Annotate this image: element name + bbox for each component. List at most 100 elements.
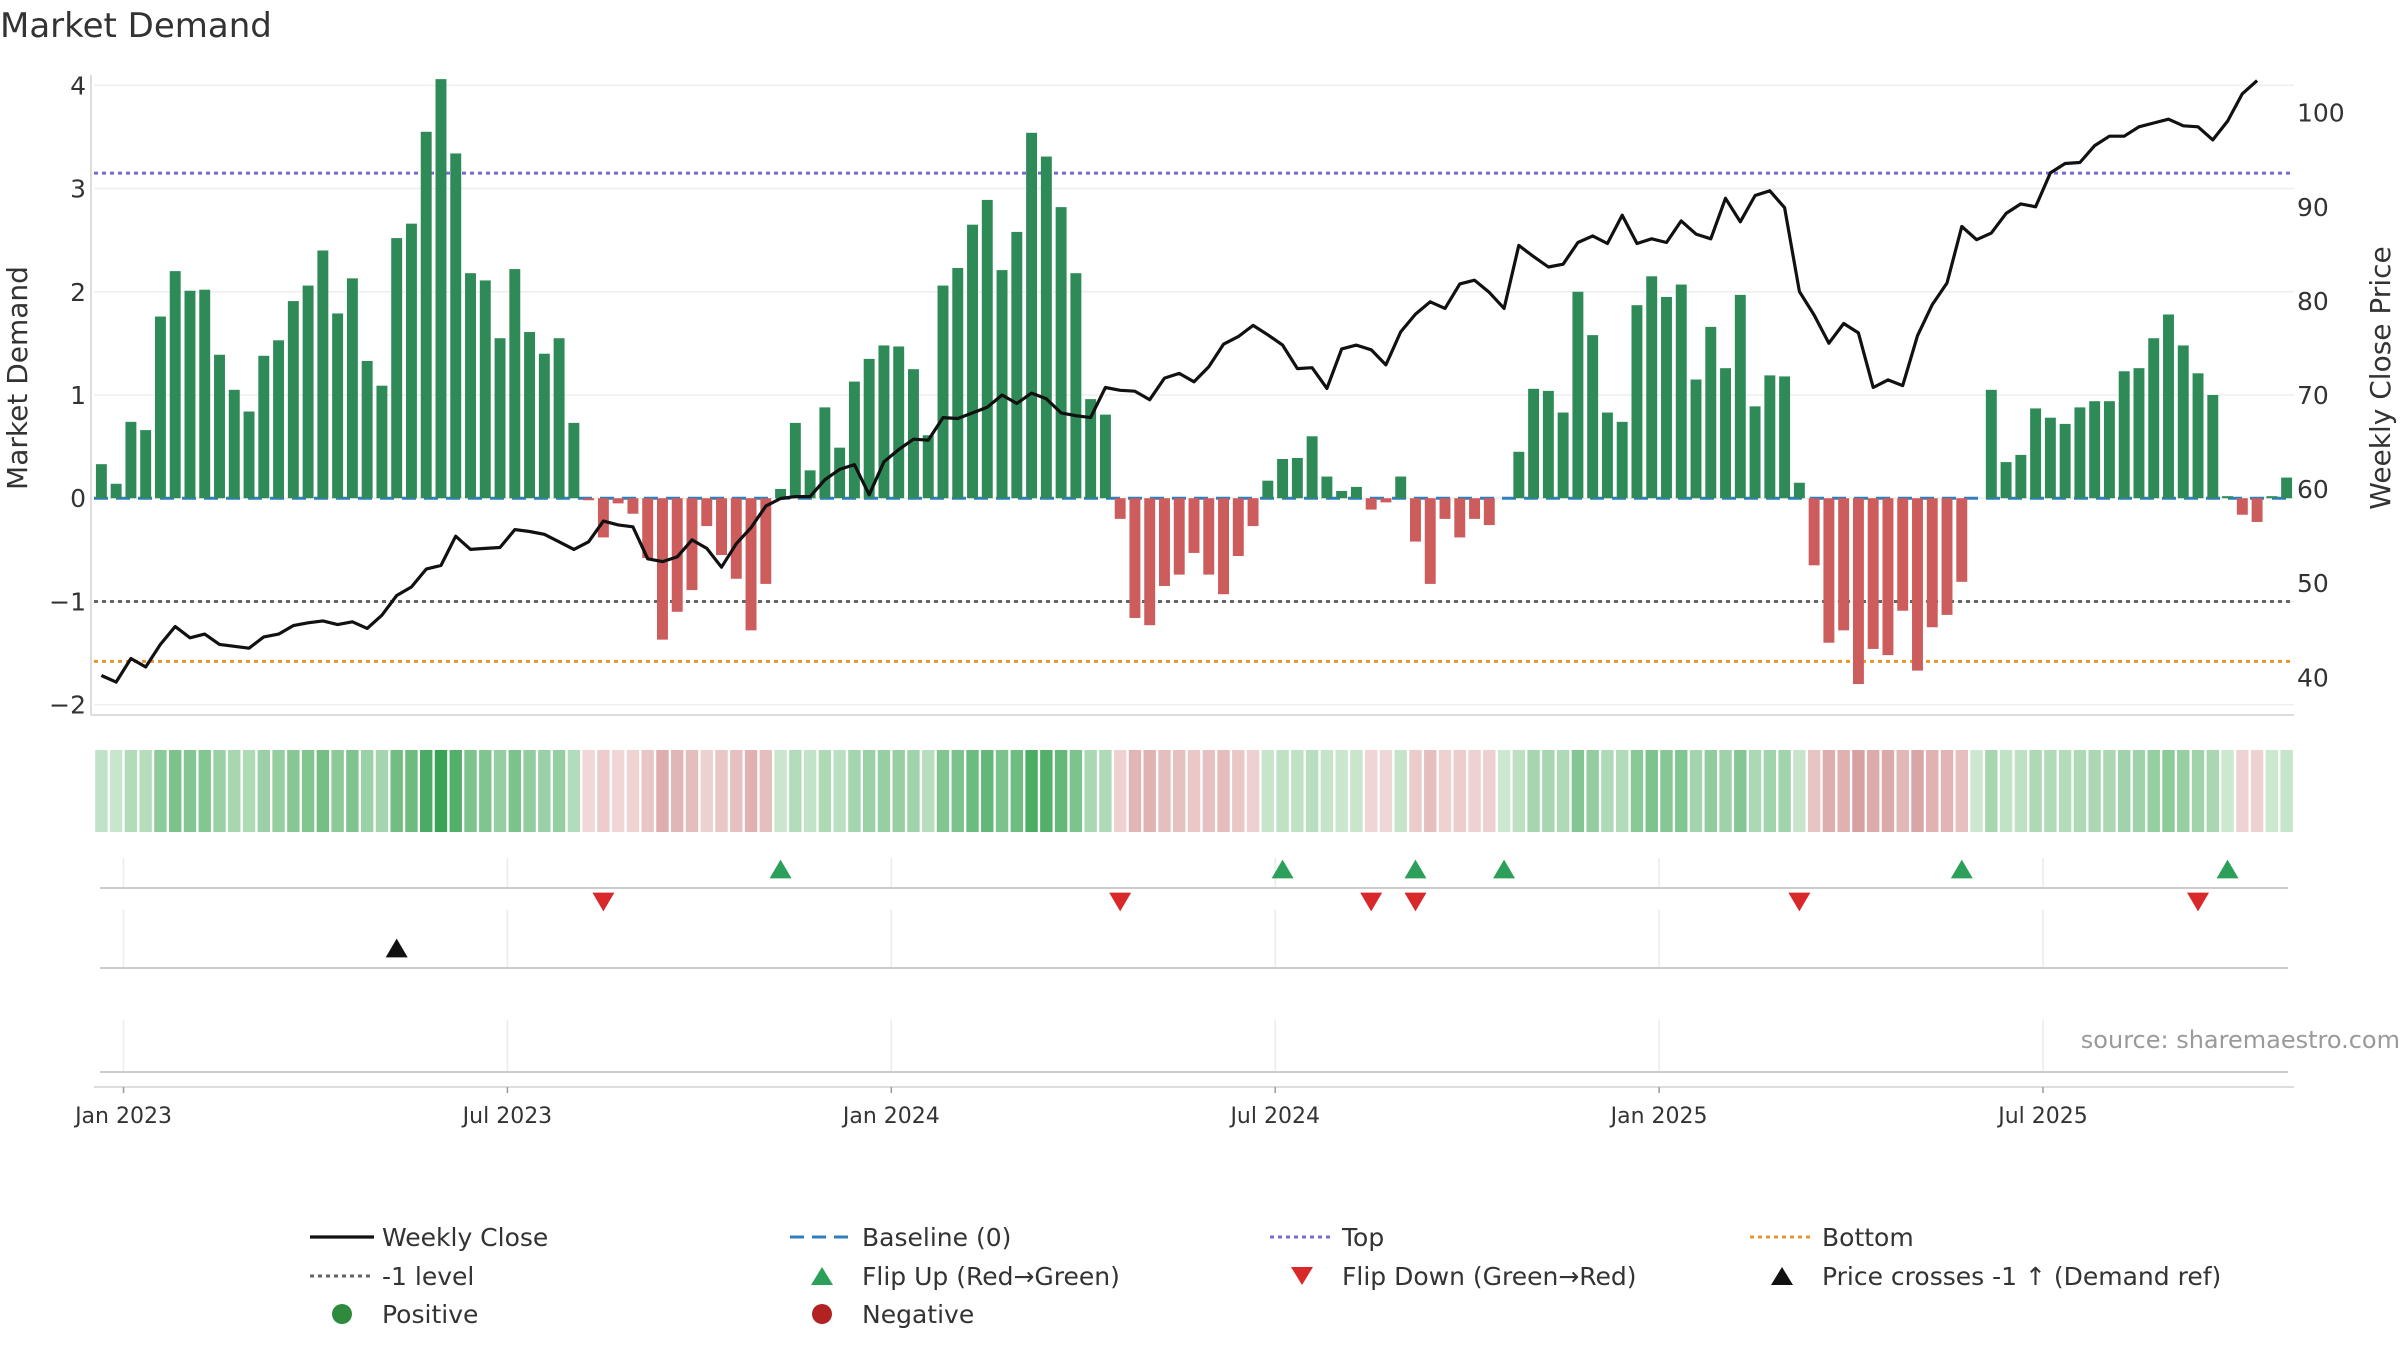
y-axis-label-right: Weekly Close Price (2364, 246, 2397, 509)
flip-down-marker (592, 892, 615, 912)
heat-cell (936, 750, 950, 832)
heat-cell (538, 750, 551, 832)
left-axis-label-group: Market Demand (1, 266, 34, 490)
bar-positive (1055, 207, 1067, 499)
bar-positive (1779, 376, 1791, 499)
bar-negative (745, 498, 757, 631)
chart-title: Market Demand (0, 6, 272, 46)
y-tick-right: 70 (2297, 381, 2329, 410)
flip-down-marker (2187, 892, 2210, 912)
bar-positive (2281, 477, 2293, 499)
bar-positive (863, 358, 875, 499)
legend-swatch (811, 1267, 833, 1285)
heat-cell (597, 750, 610, 832)
legend-label: Bottom (1822, 1223, 1914, 1252)
heat-cell (124, 750, 138, 832)
legend-label: Negative (862, 1300, 974, 1329)
heat-cell (1320, 750, 1334, 832)
bar-positive (568, 422, 580, 499)
bar-positive (125, 421, 137, 499)
heat-cell (2118, 750, 2131, 832)
heat-cell (420, 750, 433, 832)
heat-cell (862, 750, 876, 832)
bar-positive (2177, 345, 2189, 499)
heat-cell (759, 750, 773, 832)
bar-negative (1882, 498, 1894, 656)
heat-cell (922, 750, 935, 832)
bar-positive (1099, 414, 1111, 499)
heat-cell (2014, 750, 2028, 832)
heat-cell (1217, 750, 1230, 832)
bar-positive (2207, 395, 2219, 499)
bar-positive (538, 353, 550, 499)
bar-negative (1912, 498, 1923, 671)
heat-cell (1113, 750, 1127, 832)
bar-positive (1513, 451, 1525, 499)
heat-cell (139, 750, 152, 832)
heat-cell (1571, 750, 1585, 832)
heat-cell (2073, 750, 2087, 832)
bar-negative (1852, 498, 1864, 685)
bar-positive (2015, 454, 2027, 499)
bar-positive (1085, 399, 1097, 499)
heat-cell (700, 750, 713, 832)
bar-positive (95, 464, 107, 499)
heat-cell (715, 750, 728, 832)
heat-cell (183, 750, 197, 832)
heat-cell (1483, 750, 1496, 832)
heat-cell (2132, 750, 2146, 832)
bar-negative (642, 498, 654, 559)
heat-cell (154, 750, 167, 832)
y-tick-left: 3 (70, 175, 86, 204)
bar-positive (1690, 379, 1702, 499)
legend-label: Baseline (0) (862, 1223, 1011, 1252)
heat-cell (1630, 750, 1644, 832)
heat-cell (1291, 750, 1304, 832)
heat-cell (685, 750, 699, 832)
heat-cell (1675, 750, 1688, 832)
heat-cell (464, 750, 477, 832)
bar-negative (1956, 498, 1968, 582)
bar-positive (2163, 314, 2174, 499)
legend-label: Top (1341, 1223, 1384, 1252)
bar-positive (494, 338, 506, 499)
bar-negative (730, 498, 742, 579)
heat-cell (1778, 750, 1791, 832)
legend-item: Price crosses -1 ↑ (Demand ref) (1771, 1262, 2221, 1291)
bar-positive (420, 131, 432, 499)
legend-label: Price crosses -1 ↑ (Demand ref) (1822, 1262, 2221, 1291)
bar-positive (2148, 338, 2160, 499)
bar-positive (1601, 412, 1613, 499)
heat-cell (611, 750, 625, 832)
heat-cell (242, 750, 256, 832)
heat-cell (981, 750, 994, 832)
y-tick-right: 40 (2297, 663, 2329, 692)
heat-cell (331, 750, 344, 832)
legend-item: Flip Up (Red→Green) (811, 1262, 1120, 1291)
bar-positive (1734, 294, 1746, 499)
bar-negative (1410, 498, 1421, 542)
legend-item: Top (1270, 1223, 1384, 1252)
bar-positive (509, 269, 521, 499)
y-axis-label-left: Market Demand (1, 266, 34, 490)
right-axis-label-group: Weekly Close Price (2364, 246, 2397, 509)
heat-cell (2058, 750, 2072, 832)
heat-cell (1719, 750, 1732, 832)
bar-negative (1926, 498, 1938, 628)
bar-positive (1321, 476, 1333, 499)
bar-positive (1720, 368, 1732, 499)
legend-item: Negative (812, 1300, 974, 1329)
bar-positive (2103, 401, 2115, 499)
bar-negative (1454, 498, 1466, 538)
heat-cell (257, 750, 270, 832)
heat-cell (1202, 750, 1215, 832)
bar-positive (893, 346, 905, 499)
bar-positive (819, 407, 831, 499)
bar-positive (775, 488, 787, 499)
legend-swatch (1771, 1267, 1793, 1285)
bar-positive (2000, 462, 2012, 499)
y-tick-right: 60 (2297, 475, 2329, 504)
heat-cell (2236, 750, 2249, 832)
bar-negative (1838, 498, 1850, 631)
